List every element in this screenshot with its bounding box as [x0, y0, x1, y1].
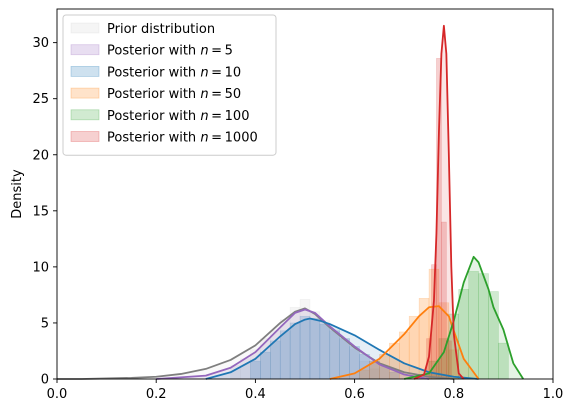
- legend-swatch-posterior-with-n-50: [70, 87, 100, 99]
- y-tick-label: 0: [41, 373, 49, 388]
- posterior-with-n-1000-line: [413, 24, 465, 380]
- y-tick-label: 5: [41, 316, 49, 331]
- prior-distribution-area: [57, 308, 454, 379]
- posterior-with-n-5-area: [156, 309, 429, 379]
- legend-swatch-posterior-with-n-100: [70, 109, 100, 121]
- legend-label-posterior-with-n-100: Posterior with n = 100: [107, 109, 249, 124]
- posterior-with-n-100-area: [404, 256, 524, 379]
- chart-marks: [57, 24, 525, 380]
- posterior-with-n-10-area: [205, 318, 479, 379]
- y-tick-label: 30: [32, 36, 49, 51]
- legend-label-posterior-with-n-5: Posterior with n = 5: [107, 44, 233, 59]
- legend-swatch-posterior-with-n-10: [70, 66, 100, 77]
- posterior-with-n-5-line: [156, 308, 430, 380]
- x-tick-label: 0.0: [47, 387, 68, 402]
- posterior-with-n-100-line: [404, 255, 525, 380]
- axes: 0.0 0.2 0.4 0.6 0.8 1.0 0 5 10 15 20 25 30: [32, 8, 564, 402]
- y-tick-label: 10: [32, 260, 49, 275]
- legend-swatch-posterior-with-n-1000: [70, 131, 100, 142]
- x-tick-label: 1.0: [543, 387, 564, 402]
- legend-label-posterior-with-n-50: Posterior with n = 50: [107, 87, 241, 102]
- legend-box: [62, 14, 277, 156]
- legend-swatch-posterior-with-n-5: [70, 44, 100, 56]
- x-tick-label: 0.8: [443, 387, 464, 402]
- legend-label-prior-distribution: Prior distribution: [107, 22, 215, 37]
- posterior-with-n-10-line: [205, 317, 479, 380]
- x-tick-label: 0.6: [344, 387, 365, 402]
- axes-frame: [56, 8, 554, 380]
- legend-label-posterior-with-n-10: Posterior with n = 10: [107, 65, 241, 80]
- legend-swatch-prior-distribution: [70, 22, 100, 34]
- x-tick-label: 0.2: [146, 387, 167, 402]
- prior-distribution-line: [57, 307, 454, 380]
- legend: Prior distribution Posterior with n = 5 Po…: [62, 14, 277, 156]
- posterior-with-n-50-line: [329, 305, 480, 380]
- legend-label-posterior-with-n-1000: Posterior with n = 1000: [107, 131, 258, 146]
- y-axis-label: Density: [10, 169, 25, 219]
- y-tick-label: 20: [32, 148, 49, 163]
- posterior-with-n-50-area: [329, 306, 479, 379]
- x-tick-label: 0.4: [245, 387, 266, 402]
- y-tick-label: 15: [32, 204, 49, 219]
- y-tick-label: 25: [32, 92, 49, 107]
